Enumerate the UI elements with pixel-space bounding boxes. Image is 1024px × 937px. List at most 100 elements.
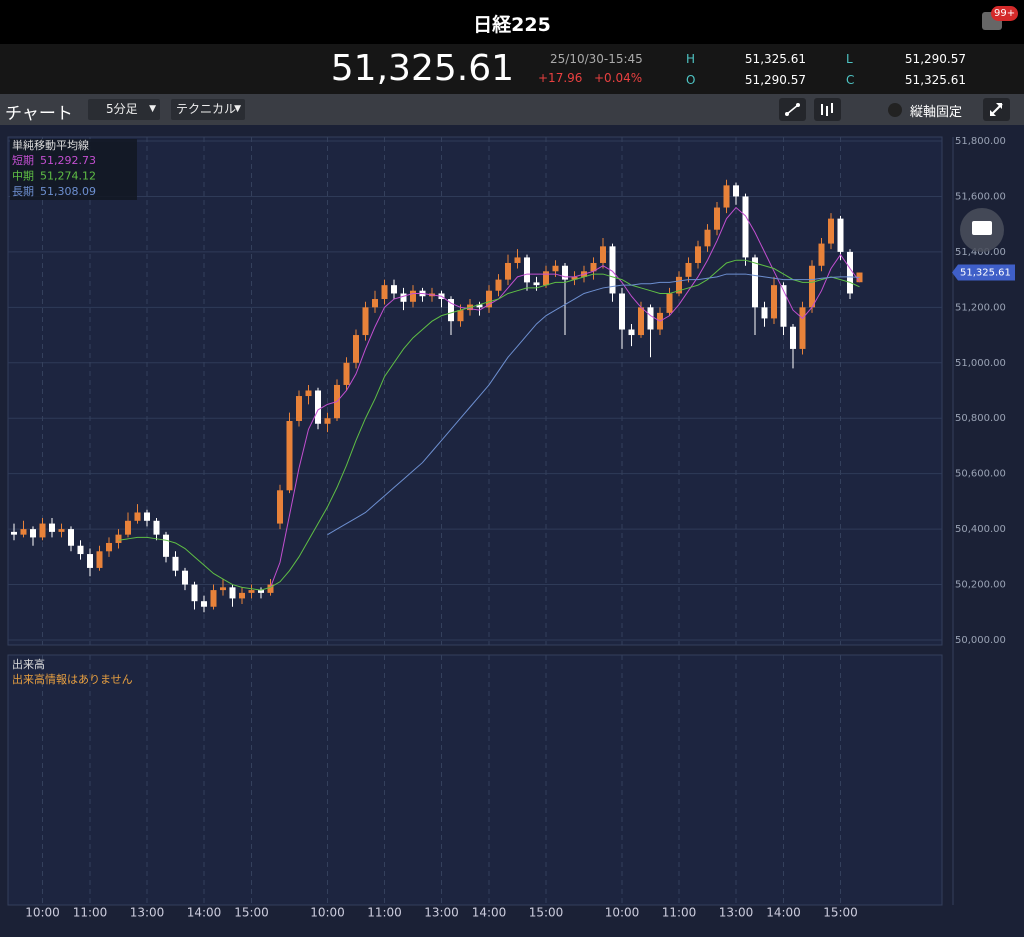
x-tick-label: 10:00 [605, 906, 640, 920]
candle-body [600, 246, 606, 263]
legend-value: 51,292.73 [40, 154, 96, 167]
legend-title: 単純移動平均線 [12, 138, 89, 152]
interval-dropdown[interactable]: 5分足 ▼ [88, 99, 160, 120]
y-tick-label: 50,800.00 [955, 413, 1006, 424]
candle-body [267, 584, 274, 593]
candle-body [210, 590, 217, 607]
candle-body [543, 271, 549, 286]
x-tick-label: 14:00 [187, 906, 222, 920]
x-tick-label: 13:00 [719, 906, 754, 920]
candle-body [752, 257, 758, 308]
x-tick-label: 14:00 [472, 906, 507, 920]
candle-body [125, 520, 131, 535]
lock-axis-label: 縦軸固定 [910, 105, 963, 120]
candle-body [163, 534, 169, 557]
candle-body [486, 290, 492, 308]
top-bar: 日経225 99+ [0, 0, 1024, 44]
marks [11, 179, 863, 613]
candle-body [505, 262, 511, 280]
candle-body [30, 529, 36, 538]
candle-body [220, 587, 226, 591]
y-tick-label: 51,600.00 [955, 191, 1006, 202]
technical-dropdown[interactable]: テクニカル ▼ [171, 99, 245, 120]
ma-line [118, 259, 860, 591]
ma-line [270, 206, 860, 588]
y-tick-label: 51,400.00 [955, 247, 1006, 258]
y-tick-label: 50,200.00 [955, 580, 1006, 591]
chat-icon [972, 221, 992, 235]
y-tick-label: 51,200.00 [955, 302, 1006, 313]
x-tick-label: 11:00 [367, 906, 402, 920]
candle-body [77, 545, 84, 555]
candle-body [68, 529, 74, 546]
candle-body [11, 531, 17, 535]
candle-body [790, 326, 796, 349]
change-pct: +0.04% [594, 71, 643, 85]
lock-toggle[interactable] [888, 103, 902, 117]
candle-body [324, 418, 331, 424]
legend: 短期 51,292.73 中期 51,274.12 長期 51,308.09 [12, 154, 96, 198]
candle-body [134, 512, 141, 521]
toolbar: チャート 5分足 ▼ テクニカル ▼ 縦軸固定 [0, 94, 1024, 125]
candle-body [647, 307, 654, 330]
legend-name: 中期 [12, 170, 34, 183]
candle-body [628, 329, 635, 336]
fullscreen-button[interactable] [983, 98, 1010, 121]
labels: 50,000.00 50,200.00 50,400.00 50,600.00 50,8… [25, 136, 1015, 920]
volume-title: 出来高 [12, 657, 45, 671]
candle-body [20, 529, 27, 535]
candle-body [619, 293, 625, 330]
x-tick-label: 15:00 [529, 906, 564, 920]
x-tick-label: 13:00 [130, 906, 165, 920]
candle-body [742, 196, 749, 258]
notification-badge: 99+ [991, 6, 1019, 21]
x-tick-label: 11:00 [662, 906, 697, 920]
close-label: C [846, 73, 855, 87]
x-tick-label: 14:00 [766, 906, 801, 920]
candle-body [666, 293, 673, 313]
candle-body [609, 246, 616, 294]
candle-body [286, 420, 293, 491]
candle-body [343, 362, 350, 385]
candle-body [229, 587, 236, 599]
candle-body [144, 512, 150, 521]
candle-body [87, 554, 93, 568]
low: 51,290.57 [904, 52, 966, 66]
candle-body [39, 523, 46, 538]
candle-body [837, 218, 844, 252]
high-label: H [686, 52, 696, 66]
draw-tool-button[interactable] [779, 98, 806, 121]
candle-body [714, 207, 720, 230]
candle-body [799, 307, 806, 349]
y-tick-label: 50,400.00 [955, 524, 1006, 535]
toolbar-title: チャート [5, 104, 73, 124]
candle-body [552, 265, 559, 272]
candle-body [809, 265, 815, 308]
x-tick-label: 10:00 [25, 906, 60, 920]
legend-name: 長期 [12, 185, 34, 198]
candle-body [391, 285, 397, 294]
chart: 50,000.00 50,200.00 50,400.00 50,600.00 50,8… [0, 125, 1024, 937]
technical-label: テクニカル [176, 102, 237, 116]
candle-body [733, 185, 739, 197]
candle-body [153, 520, 160, 535]
candle-body [277, 490, 283, 524]
high: 51,325.61 [744, 52, 806, 66]
candle-body [400, 293, 407, 302]
candle-body [305, 390, 312, 397]
quote-bar: 51,325.61 25/10/30-15:45 +17.96 +0.04% H… [0, 44, 1024, 94]
y-tick-label: 51,800.00 [955, 136, 1006, 147]
chart-type-button[interactable] [814, 98, 841, 121]
candle-body [172, 556, 179, 571]
candle-body [780, 285, 787, 327]
candle-body [695, 246, 701, 263]
low-label: L [846, 52, 853, 66]
candle-body [115, 534, 122, 543]
legend-name: 短期 [12, 154, 34, 167]
candle-body [685, 262, 692, 277]
candle-body [495, 279, 502, 291]
candle-body [201, 601, 207, 607]
price-tag-label: 51,325.61 [960, 268, 1011, 279]
candle-body [372, 299, 378, 308]
